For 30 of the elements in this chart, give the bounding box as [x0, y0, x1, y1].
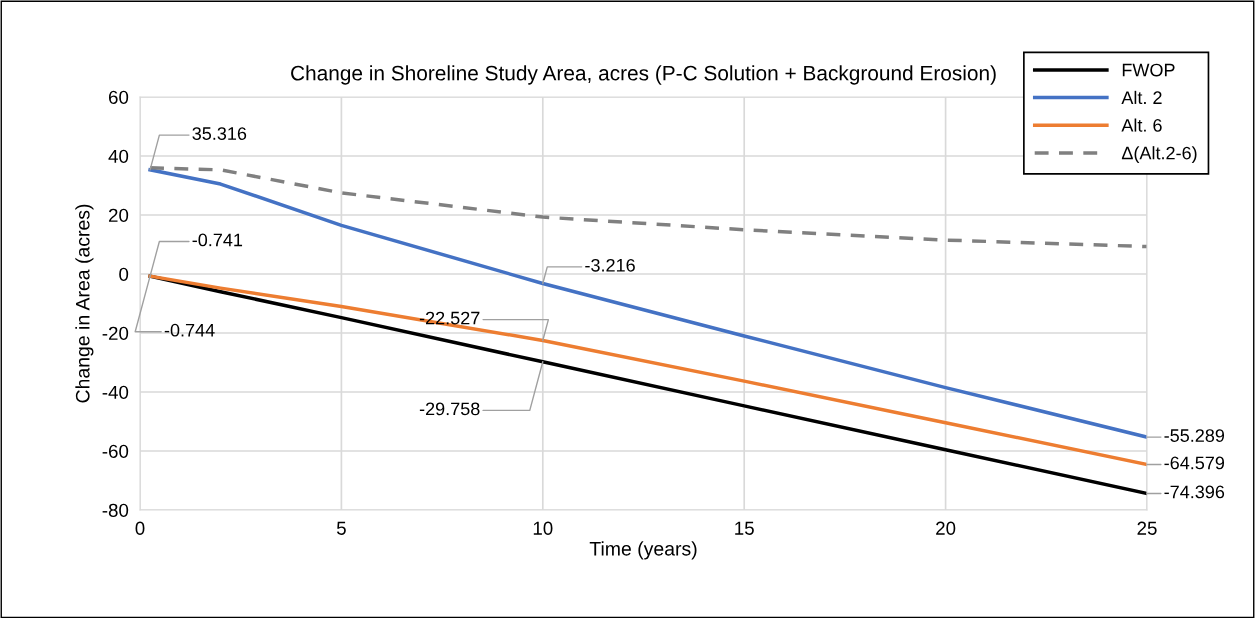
y-tick-label: 40 — [108, 149, 129, 163]
legend-label: Δ(Alt.2-6) — [1121, 146, 1197, 163]
y-tick-label: -80 — [102, 503, 129, 517]
y-tick-label: 20 — [108, 208, 129, 222]
legend-label: Alt. 6 — [1121, 118, 1162, 132]
y-tick-label: 0 — [119, 267, 129, 281]
x-axis-title: Time (years) — [589, 541, 697, 560]
y-tick-label: -20 — [102, 326, 129, 340]
y-tick-label: -60 — [102, 444, 129, 458]
data-label: -22.527 — [419, 311, 480, 325]
x-tick-label: 0 — [135, 521, 145, 535]
x-tick-label: 25 — [1137, 521, 1157, 535]
data-label: -74.396 — [1164, 485, 1225, 499]
data-label: -55.289 — [1164, 429, 1225, 442]
x-tick-label: 15 — [735, 521, 754, 535]
data-label: -0.744 — [164, 323, 215, 337]
x-tick-label: 10 — [533, 521, 553, 535]
x-tick-label: 20 — [936, 521, 956, 535]
y-tick-label: 60 — [108, 90, 129, 104]
x-tick-label: 5 — [336, 521, 346, 535]
data-label: -64.579 — [1164, 456, 1225, 470]
data-label: -3.216 — [585, 258, 635, 272]
data-label: 35.316 — [192, 127, 247, 140]
data-label: -29.758 — [419, 402, 480, 416]
y-tick-label: -40 — [102, 385, 129, 399]
chart-title: Change in Shoreline Study Area, acres (P-C Solution + Background Erosion) — [291, 65, 996, 85]
data-label: -0.741 — [192, 233, 243, 247]
legend-label: FWOP — [1122, 63, 1175, 77]
legend-label: Alt. 2 — [1121, 90, 1162, 105]
y-axis-title: Change in Area (acres) — [75, 204, 94, 403]
